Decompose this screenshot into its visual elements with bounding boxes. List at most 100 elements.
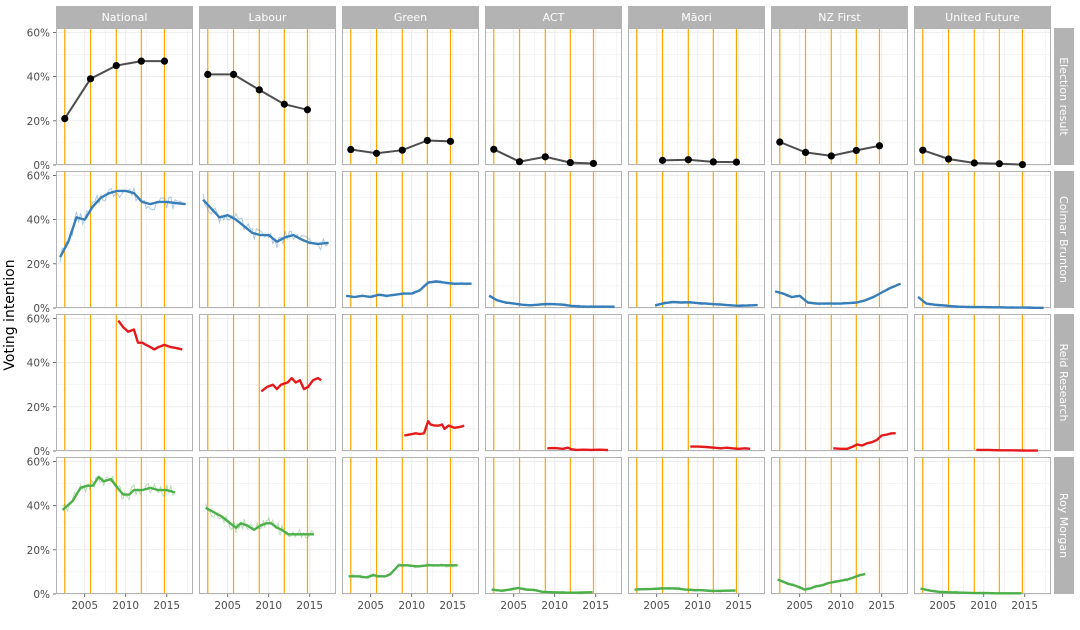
y-tick-label: 60% bbox=[27, 456, 50, 468]
panel-election-result-national bbox=[56, 28, 193, 165]
poll-smooth-line-roy-morgan-national bbox=[61, 475, 176, 511]
x-tick-label: 2005 bbox=[357, 600, 384, 612]
y-tick-label: 60% bbox=[27, 313, 50, 325]
y-tick-label: 0% bbox=[33, 303, 50, 315]
x-tick-label: 2010 bbox=[112, 600, 139, 612]
row-strip-roy-morgan bbox=[1054, 457, 1074, 594]
panel-border bbox=[628, 171, 765, 308]
election-result-point bbox=[86, 75, 95, 83]
panel-backgrounds bbox=[56, 28, 1051, 595]
election-result-point bbox=[684, 156, 692, 164]
panel-border bbox=[628, 457, 765, 594]
panel-colmar-brunton-labour bbox=[199, 171, 336, 308]
x-tick-label: 2010 bbox=[541, 600, 568, 612]
x-tick-label: 2015 bbox=[296, 600, 323, 612]
y-axis-title: Voting intention bbox=[2, 259, 18, 370]
poll-smooth-line-colmar-brunton-national bbox=[59, 189, 186, 258]
poll-smooth-line-reid-research-green bbox=[404, 420, 465, 437]
strip-national bbox=[56, 6, 193, 28]
election-result-point bbox=[229, 70, 238, 79]
strip-label-green: Green bbox=[394, 11, 427, 24]
election-result-point bbox=[541, 153, 549, 161]
x-tick-label: 2015 bbox=[439, 600, 466, 612]
panel-roy-morgan-national bbox=[56, 457, 193, 594]
panel-roy-morgan-green bbox=[342, 457, 479, 594]
poll-smooth-line-colmar-brunton-nz-first bbox=[774, 282, 902, 305]
panel-border bbox=[771, 457, 908, 594]
panel-colmar-brunton-nz-first bbox=[771, 171, 908, 308]
panel-border bbox=[342, 314, 479, 451]
strip-nz-first bbox=[771, 6, 908, 28]
x-tick-label: 2015 bbox=[725, 600, 752, 612]
poll-smooth-line-roy-morgan-maori bbox=[634, 587, 736, 593]
panel-colmar-brunton-green bbox=[342, 171, 479, 308]
panel-border bbox=[771, 171, 908, 308]
panel-election-result-act bbox=[485, 28, 622, 165]
strip-label-united-future: United Future bbox=[945, 11, 1020, 24]
x-tick-label: 2010 bbox=[970, 600, 997, 612]
poll-smooth-line-reid-research-national bbox=[117, 319, 183, 351]
x-tick-label: 2015 bbox=[868, 600, 895, 612]
y-tick-label: 20% bbox=[27, 545, 50, 557]
panel-roy-morgan-nz-first bbox=[771, 457, 908, 594]
election-result-point bbox=[995, 160, 1003, 168]
election-result-point bbox=[160, 57, 169, 65]
series-lines bbox=[59, 57, 1044, 595]
panel-border bbox=[485, 314, 622, 451]
election-result-point bbox=[709, 158, 717, 166]
panel-election-result-green bbox=[342, 28, 479, 165]
election-result-point bbox=[589, 159, 598, 168]
panel-border bbox=[485, 171, 622, 308]
x-tick-label: 2005 bbox=[71, 600, 98, 612]
row-strip-colmar-brunton bbox=[1054, 171, 1074, 308]
row-strip-reid-research bbox=[1054, 314, 1074, 451]
panel-election-result-maori bbox=[628, 28, 765, 165]
election-result-point bbox=[137, 57, 145, 65]
election-result-point bbox=[112, 61, 120, 70]
x-tick-label: 2015 bbox=[1011, 600, 1038, 612]
panel-border bbox=[628, 28, 765, 165]
poll-smooth-line-reid-research-united-future bbox=[976, 448, 1038, 452]
election-result-point bbox=[776, 138, 784, 146]
election-result-point bbox=[303, 106, 312, 114]
strip-maori bbox=[628, 6, 765, 28]
election-result-point bbox=[732, 158, 741, 166]
election-result-line-maori bbox=[662, 158, 737, 164]
x-tick-label: 2010 bbox=[398, 600, 425, 612]
election-result-point bbox=[970, 159, 978, 167]
y-tick-label: 60% bbox=[27, 27, 50, 39]
election-result-point bbox=[658, 156, 667, 164]
poll-smooth-line-roy-morgan-united-future bbox=[920, 587, 1022, 595]
x-tick-label: 2010 bbox=[827, 600, 854, 612]
panel-border bbox=[628, 314, 765, 451]
y-tick-label: 40% bbox=[27, 501, 50, 513]
election-result-point bbox=[875, 142, 884, 150]
election-result-point bbox=[423, 136, 431, 145]
poll-smooth-line-colmar-brunton-green bbox=[345, 280, 472, 299]
election-result-point bbox=[566, 158, 574, 167]
panel-border bbox=[914, 28, 1051, 165]
panel-roy-morgan-labour bbox=[199, 457, 336, 594]
x-tick-label: 2010 bbox=[255, 600, 282, 612]
y-tick-label: 0% bbox=[33, 160, 50, 172]
panel-border bbox=[199, 28, 336, 165]
panel-reid-research-act bbox=[485, 314, 622, 451]
panel-reid-research-national bbox=[56, 314, 193, 451]
y-tick-label: 40% bbox=[27, 358, 50, 370]
panel-election-result-nz-first bbox=[771, 28, 908, 165]
panel-border bbox=[342, 171, 479, 308]
poll-smooth-line-colmar-brunton-labour bbox=[202, 198, 329, 246]
panel-colmar-brunton-act bbox=[485, 171, 622, 308]
panel-border bbox=[199, 171, 336, 308]
y-tick-label: 40% bbox=[27, 72, 50, 84]
panel-reid-research-nz-first bbox=[771, 314, 908, 451]
strip-label-act: ACT bbox=[543, 11, 565, 24]
poll-raw-line-colmar-brunton-national bbox=[59, 187, 186, 263]
strip-labour bbox=[199, 6, 336, 28]
panel-roy-morgan-maori bbox=[628, 457, 765, 594]
panel-border bbox=[771, 28, 908, 165]
election-result-point bbox=[61, 114, 69, 123]
poll-smooth-line-reid-research-act bbox=[547, 446, 609, 452]
y-tick-label: 0% bbox=[33, 446, 50, 458]
